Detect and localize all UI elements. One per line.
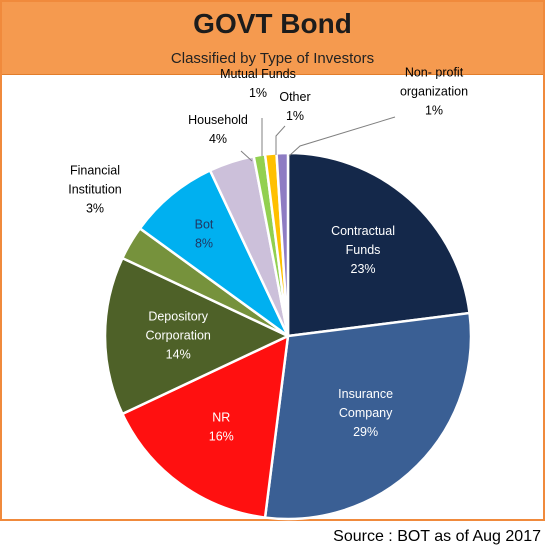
- slice-percent-label: 14%: [166, 347, 191, 361]
- slice-name-label: Insurance: [338, 387, 393, 401]
- slice-name-label: Corporation: [146, 328, 211, 342]
- slice-name-label: organization: [400, 84, 468, 98]
- slice-name-label: Funds: [346, 243, 381, 257]
- slice-name-label: Company: [339, 406, 393, 420]
- slice-name-label: Other: [279, 90, 310, 104]
- pie-slice-non-profit-organization: [275, 151, 290, 337]
- slice-name-label: Household: [188, 113, 248, 127]
- leader-line: [275, 125, 286, 155]
- slice-name-label: Contractual: [331, 224, 395, 238]
- slice-percent-label: 23%: [351, 262, 376, 276]
- source-note: Source : BOT as of Aug 2017: [333, 528, 541, 545]
- slice-name-label: Mutual Funds: [220, 67, 296, 81]
- slice-percent-label: 3%: [86, 201, 104, 215]
- slice-percent-label: 1%: [286, 109, 304, 123]
- slice-percent-label: 16%: [209, 430, 234, 444]
- chart-subtitle: Classified by Type of Investors: [170, 50, 375, 67]
- slice-name-label: Depository: [148, 309, 208, 323]
- pie-slice-nr: [120, 333, 290, 519]
- pie-slice-depository-corporation: [103, 256, 291, 416]
- slice-name-label: Bot: [195, 217, 214, 231]
- pie-slice-bot: [138, 168, 290, 338]
- leader-line: [240, 150, 253, 162]
- slice-name-label: NR: [212, 411, 230, 425]
- slice-percent-label: 1%: [249, 86, 267, 100]
- pie-slice-contractual-funds: [286, 151, 471, 338]
- slice-percent-label: 8%: [195, 236, 213, 250]
- slice-percent-label: 29%: [353, 425, 378, 439]
- pie-slice-insurance-company: [263, 311, 473, 521]
- slice-name-label: Financial: [70, 163, 120, 177]
- title-band: GOVT Bond Classified by Type of Investor…: [2, 2, 543, 75]
- slice-percent-label: 1%: [425, 103, 443, 117]
- chart-title: GOVT Bond: [193, 8, 352, 39]
- leader-line: [288, 116, 396, 157]
- slice-name-label: Non- profit: [405, 65, 464, 79]
- slice-percent-label: 4%: [209, 132, 227, 146]
- slice-name-label: Institution: [68, 182, 122, 196]
